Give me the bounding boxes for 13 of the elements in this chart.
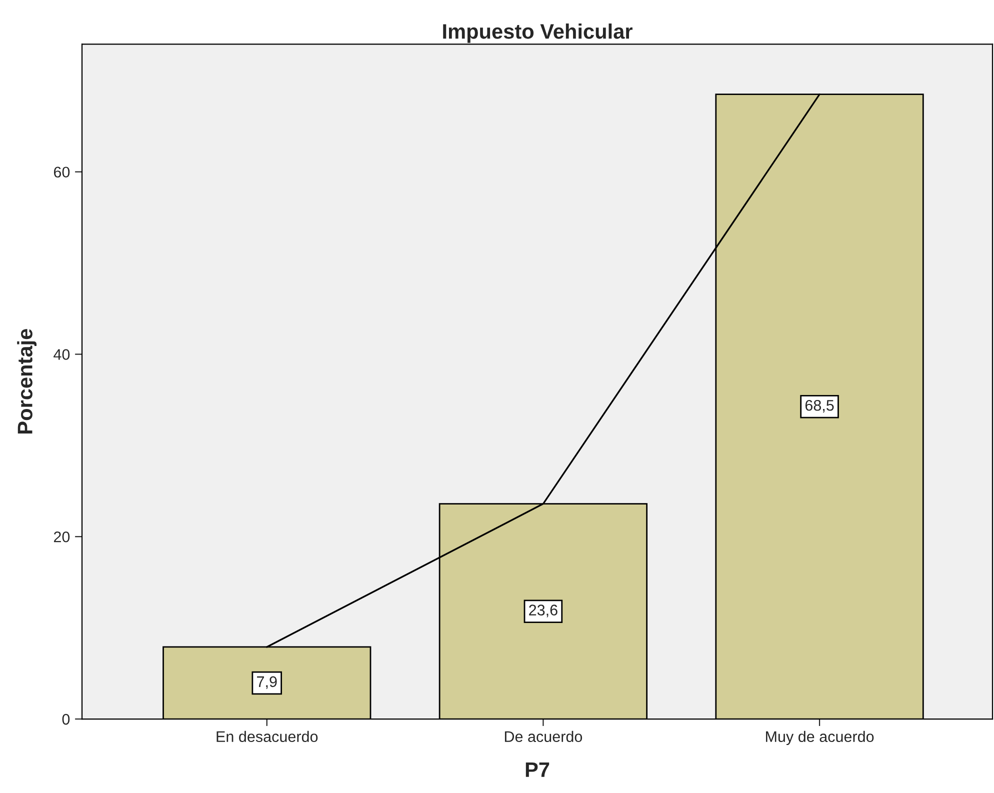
data-label: 68,5 [805,400,834,413]
x-tick-label: De acuerdo [504,730,582,742]
y-axis-title: Porcentaje [17,329,37,434]
y-tick-label: 40 [54,349,70,360]
chart-title: Impuesto Vehicular [443,24,632,43]
y-tick-label: 60 [54,166,70,178]
x-axis-title: P7 [526,762,550,777]
data-label: 23,6 [529,604,558,618]
y-tick-label: 20 [54,531,70,542]
y-tick-label: 0 [62,714,70,725]
x-tick-label: Muy de acuerdo [766,730,874,746]
data-label: 7,9 [257,676,277,689]
x-tick-label: En desacuerdo [216,730,318,742]
